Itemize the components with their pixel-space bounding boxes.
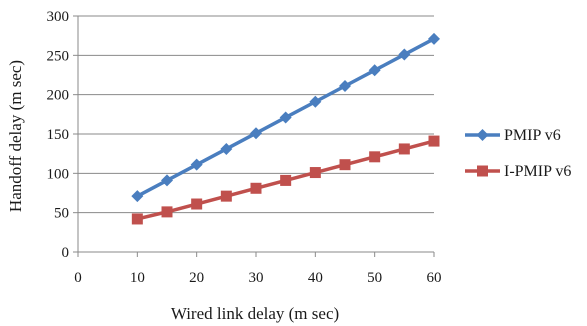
data-point-pmip-v6 bbox=[428, 32, 440, 45]
y-tick-label: 0 bbox=[62, 245, 70, 261]
data-point-pmip-v6 bbox=[250, 127, 262, 140]
x-tick-label: 20 bbox=[189, 270, 204, 286]
legend-item-pmip-v6: PMIP v6 bbox=[465, 127, 561, 144]
legend: PMIP v6 I-PMIP v6 bbox=[465, 127, 571, 180]
data-point-pmip-v6 bbox=[279, 111, 292, 124]
data-point-pmip-v6 bbox=[398, 48, 411, 61]
series-pmip-v6 bbox=[131, 32, 440, 203]
y-tick-label: 300 bbox=[47, 9, 70, 25]
data-point-i-pmip-v6 bbox=[131, 213, 143, 225]
x-tick-label: 40 bbox=[308, 270, 323, 286]
y-tick-label: 50 bbox=[54, 206, 69, 222]
x-tick-label: 50 bbox=[367, 270, 382, 286]
data-point-i-pmip-v6 bbox=[428, 135, 440, 147]
y-tick-label: 100 bbox=[47, 166, 70, 182]
y-tick-label: 150 bbox=[47, 127, 70, 143]
data-point-pmip-v6 bbox=[161, 174, 173, 187]
x-axis-title: Wired link delay (m sec) bbox=[171, 304, 339, 323]
legend-marker bbox=[476, 129, 489, 141]
x-tick-label: 0 bbox=[74, 270, 82, 286]
data-point-pmip-v6 bbox=[220, 142, 233, 155]
x-tick-label: 60 bbox=[427, 270, 442, 286]
x-tick-label: 10 bbox=[130, 270, 145, 286]
data-point-i-pmip-v6 bbox=[398, 143, 410, 155]
data-point-pmip-v6 bbox=[131, 190, 144, 203]
legend-label: I-PMIP v6 bbox=[504, 163, 571, 180]
tick-labels: 0 50 100 150 200 250 300 0 10 20 30 40 50 60 bbox=[47, 9, 442, 286]
data-point-pmip-v6 bbox=[190, 158, 203, 171]
y-tick-label: 250 bbox=[47, 48, 70, 64]
legend-marker bbox=[477, 165, 488, 177]
data-point-i-pmip-v6 bbox=[280, 174, 292, 186]
data-point-i-pmip-v6 bbox=[369, 151, 381, 163]
data-point-pmip-v6 bbox=[368, 64, 381, 77]
data-point-i-pmip-v6 bbox=[220, 190, 232, 202]
data-point-i-pmip-v6 bbox=[191, 198, 203, 210]
data-point-i-pmip-v6 bbox=[339, 159, 351, 171]
axes bbox=[73, 15, 435, 257]
legend-label: PMIP v6 bbox=[504, 127, 561, 144]
y-tick-label: 200 bbox=[47, 88, 70, 104]
data-point-pmip-v6 bbox=[309, 95, 322, 108]
series-i-pmip-v6 bbox=[131, 135, 440, 225]
legend-item-i-pmip-v6: I-PMIP v6 bbox=[465, 163, 571, 180]
y-axis-title: Handoff delay (m sec) bbox=[6, 60, 25, 212]
x-tick-label: 30 bbox=[249, 270, 264, 286]
data-point-i-pmip-v6 bbox=[161, 206, 173, 218]
series-lines bbox=[131, 32, 440, 225]
data-point-pmip-v6 bbox=[339, 80, 351, 93]
data-point-i-pmip-v6 bbox=[309, 167, 321, 179]
data-point-i-pmip-v6 bbox=[250, 182, 262, 194]
